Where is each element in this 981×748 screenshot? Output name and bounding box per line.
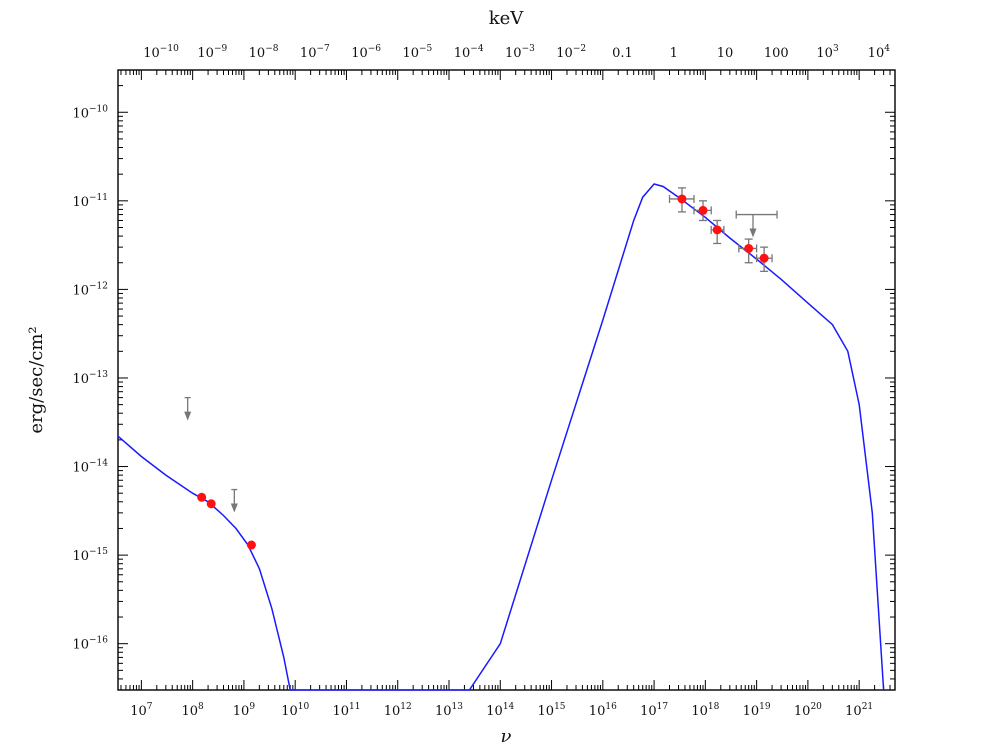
x-tick-labels: 107 108 109 1010 1011 1012 1013 1014 1015 1016 101…	[130, 702, 873, 719]
x-tick-label: 1011	[332, 702, 360, 719]
y-axis-title: erg/sec/cm²	[26, 326, 47, 433]
y-tick-labels: 10−10 10−11 10−12 10−13 10−14 10−15 10−16	[72, 104, 108, 652]
top-tick-label: 10−4	[454, 44, 484, 61]
top-tick-label: 10−5	[402, 44, 432, 61]
error-bars	[668, 187, 773, 272]
upper-limit-arrowhead	[749, 228, 757, 238]
upper-limit-arrowhead	[230, 503, 238, 513]
model-curve	[117, 183, 885, 691]
x-tick-label: 1016	[589, 702, 617, 719]
y-tick-label: 10−13	[72, 370, 108, 387]
major-ticks	[118, 70, 895, 690]
y-tick-label: 10−16	[72, 636, 108, 653]
x-tick-label: 1010	[281, 702, 309, 719]
top-tick-label: 10−9	[197, 44, 227, 61]
top-tick-label: 10−3	[505, 44, 535, 61]
top-axis-title: keV	[489, 8, 525, 29]
top-tick-label: 10−6	[351, 44, 381, 61]
x-tick-label: 1012	[384, 702, 412, 719]
plot-frame	[117, 69, 896, 691]
data-point	[759, 253, 769, 263]
top-tick-label: 10−10	[143, 44, 179, 61]
x-tick-label: 1019	[743, 702, 771, 719]
y-tick-label: 10−10	[72, 104, 108, 121]
top-tick-label: 10−8	[249, 44, 279, 61]
top-tick-label: 1	[670, 46, 678, 61]
top-tick-label: 0.1	[612, 46, 633, 61]
minor-ticks	[118, 69, 896, 691]
x-tick-label: 1013	[435, 702, 463, 719]
top-tick-label: 10	[717, 46, 734, 61]
y-tick-label: 10−15	[72, 547, 108, 564]
plot-area	[117, 183, 885, 691]
y-tick-label: 10−12	[72, 281, 108, 298]
x-axis-title: ν	[501, 726, 512, 747]
x-tick-label: 109	[233, 702, 256, 719]
y-tick-label: 10−11	[72, 193, 108, 210]
data-point	[677, 194, 687, 204]
top-tick-label: 104	[868, 44, 891, 61]
top-tick-label: 10−7	[300, 44, 330, 61]
top-tick-label: 10−2	[556, 44, 586, 61]
top-tick-labels: 10−10 10−9 10−8 10−7 10−6 10−5 10−4 10−3 10−2 0.1…	[143, 44, 890, 61]
data-point	[698, 205, 708, 215]
data-point	[246, 540, 256, 550]
x-tick-label: 1020	[794, 702, 822, 719]
upper-limit-arrowhead	[184, 411, 192, 421]
x-tick-label: 108	[182, 702, 205, 719]
x-tick-label: 1021	[845, 702, 873, 719]
top-tick-label: 103	[816, 44, 839, 61]
data-point	[197, 492, 207, 502]
x-tick-label: 107	[130, 702, 153, 719]
upper-limits	[184, 210, 778, 513]
y-tick-label: 10−14	[72, 459, 108, 476]
x-tick-label: 1017	[640, 702, 668, 719]
data-point	[712, 225, 722, 235]
data-point	[206, 499, 216, 509]
x-tick-label: 1015	[538, 702, 566, 719]
x-tick-label: 1018	[691, 702, 719, 719]
data-points	[197, 194, 769, 550]
data-point	[744, 243, 754, 253]
x-tick-label: 1014	[486, 702, 514, 719]
top-tick-label: 100	[764, 46, 789, 61]
